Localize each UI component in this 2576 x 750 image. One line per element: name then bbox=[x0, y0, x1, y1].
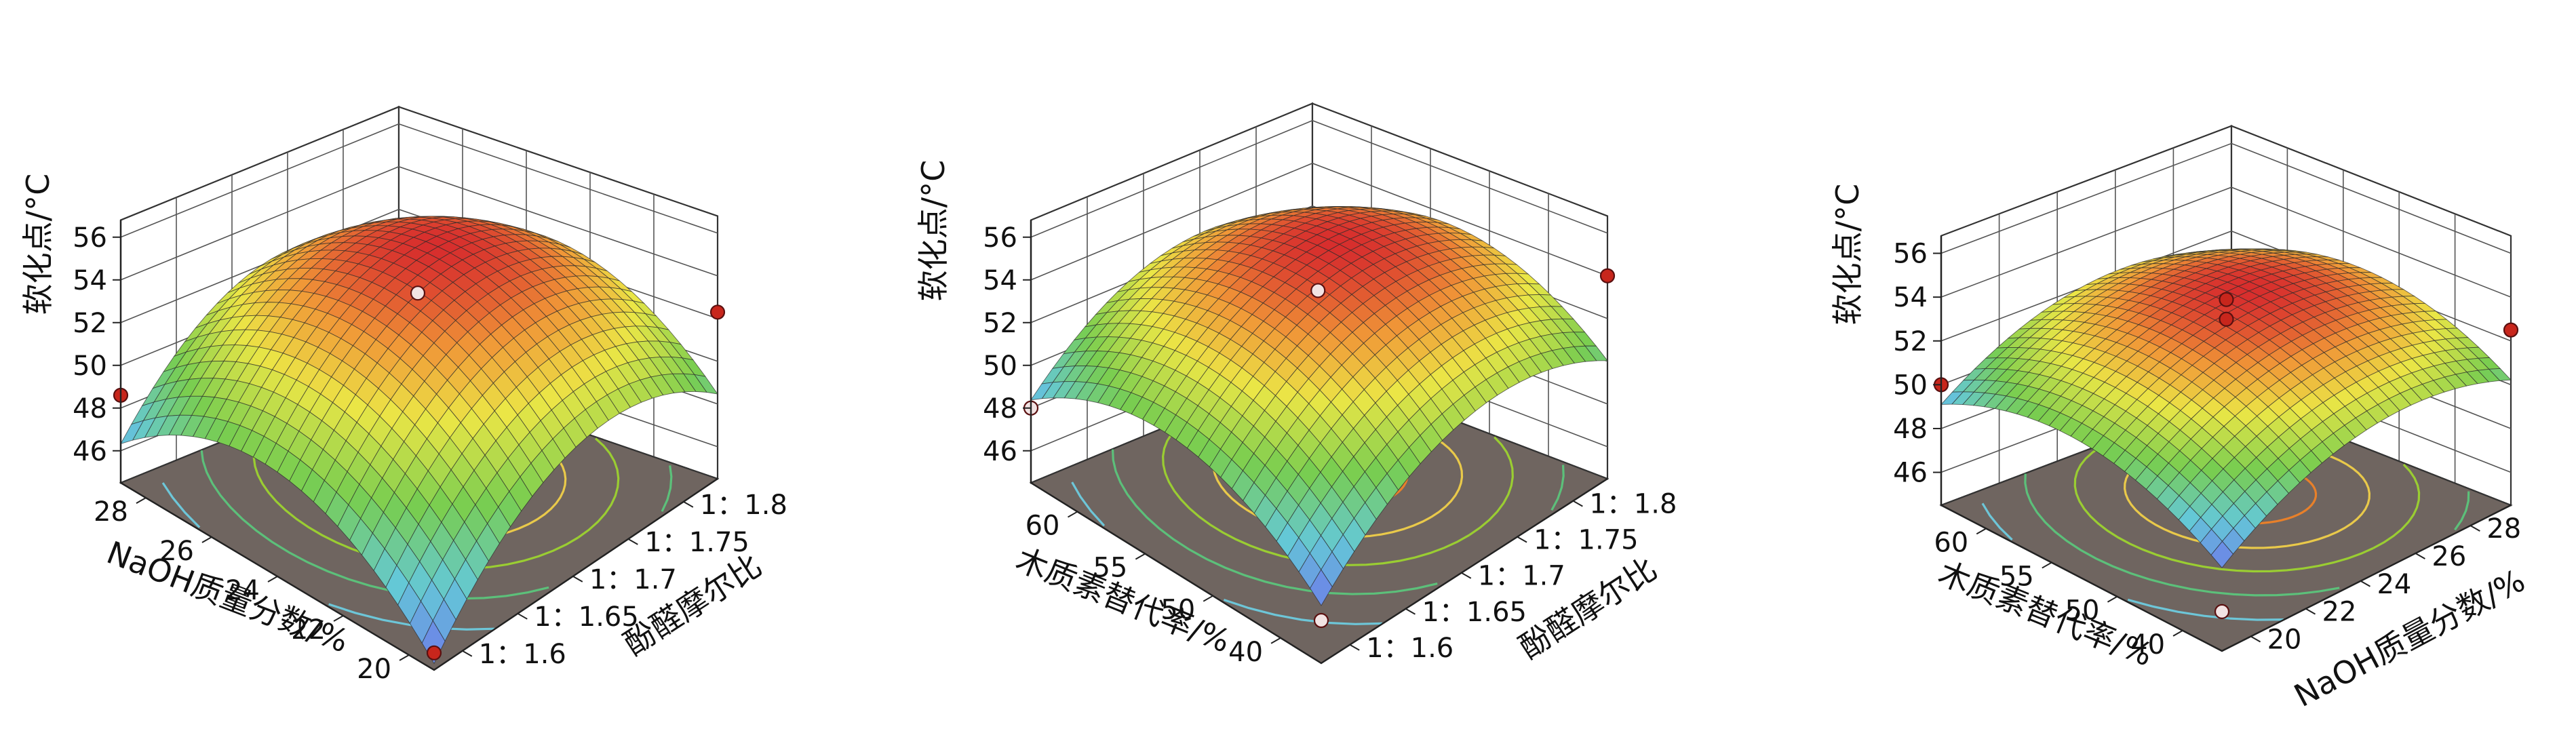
z-tick-label: 56 bbox=[1893, 239, 1928, 270]
x-tick-mark bbox=[136, 498, 146, 503]
z-tick-label: 50 bbox=[73, 351, 107, 382]
z-tick-label: 56 bbox=[983, 222, 1017, 254]
y-tick-mark bbox=[573, 576, 583, 582]
z-tick-label: 54 bbox=[1893, 282, 1928, 313]
y-tick-mark bbox=[684, 502, 693, 507]
z-tick-label: 48 bbox=[983, 393, 1017, 425]
x-tick-mark bbox=[268, 576, 277, 582]
x-tick-label: 20 bbox=[357, 654, 391, 685]
design-point bbox=[711, 305, 724, 319]
y-tick-mark bbox=[2470, 526, 2480, 531]
y-tick-label: 22 bbox=[2322, 597, 2357, 628]
y-tick-label: 28 bbox=[2486, 513, 2521, 545]
panel-1: 28262422201：1.81：1.751：1.71：1.651：1.6565… bbox=[20, 107, 787, 685]
z-axis-label: 软化点/°C bbox=[915, 160, 952, 302]
x-tick-mark bbox=[1203, 596, 1213, 601]
design-point bbox=[2220, 313, 2233, 326]
y-tick-label: 20 bbox=[2267, 625, 2302, 656]
z-tick-label: 46 bbox=[73, 436, 107, 467]
z-tick-label: 56 bbox=[73, 222, 107, 254]
y-tick-mark bbox=[1350, 645, 1359, 650]
x-tick-mark bbox=[202, 537, 212, 542]
y-tick-label: 1：1.75 bbox=[644, 527, 749, 558]
z-tick-label: 54 bbox=[983, 265, 1017, 296]
z-tick-label: 50 bbox=[983, 351, 1017, 382]
z-tick-label: 52 bbox=[73, 308, 107, 339]
design-point bbox=[1311, 283, 1325, 297]
y-tick-mark bbox=[2306, 609, 2316, 614]
x-tick-mark bbox=[1976, 528, 1986, 534]
y-tick-mark bbox=[1405, 609, 1415, 614]
design-point bbox=[427, 646, 441, 660]
design-point bbox=[2504, 323, 2518, 337]
x-tick-mark bbox=[2173, 631, 2183, 636]
design-point bbox=[1601, 269, 1614, 283]
y-tick-mark bbox=[1462, 573, 1471, 578]
x-tick-mark bbox=[1271, 638, 1281, 644]
x-tick-label: 60 bbox=[1934, 527, 1968, 558]
x-tick-mark bbox=[1135, 554, 1145, 559]
design-point bbox=[2215, 605, 2229, 618]
x-tick-label: 28 bbox=[94, 496, 128, 528]
z-tick-label: 46 bbox=[1893, 458, 1928, 489]
x-tick-label: 60 bbox=[1026, 511, 1060, 542]
z-tick-label: 48 bbox=[73, 393, 107, 425]
z-axis-label: 软化点/°C bbox=[1829, 184, 1866, 325]
design-point bbox=[411, 286, 425, 300]
y-tick-mark bbox=[628, 539, 638, 545]
x-tick-label: 40 bbox=[1228, 637, 1263, 668]
y-tick-mark bbox=[2251, 637, 2261, 642]
x-tick-mark bbox=[399, 655, 409, 660]
z-tick-label: 52 bbox=[983, 308, 1017, 339]
y-tick-mark bbox=[518, 614, 527, 619]
y-tick-label: 26 bbox=[2432, 541, 2466, 572]
z-axis-label: 软化点/°C bbox=[20, 174, 56, 315]
y-tick-label: 1：1.6 bbox=[479, 639, 566, 670]
x-tick-mark bbox=[1068, 512, 1077, 517]
y-tick-mark bbox=[1573, 501, 1582, 507]
y-tick-label: 1：1.8 bbox=[700, 490, 787, 521]
y-tick-mark bbox=[2360, 581, 2370, 587]
y-tick-mark bbox=[463, 651, 472, 656]
z-tick-label: 54 bbox=[73, 265, 107, 296]
y-tick-mark bbox=[2415, 553, 2425, 559]
y-tick-label: 1：1.65 bbox=[1422, 597, 1527, 628]
z-tick-label: 46 bbox=[983, 436, 1017, 467]
y-tick-label: 1：1.75 bbox=[1534, 525, 1639, 556]
x-tick-mark bbox=[2107, 597, 2117, 602]
z-tick-label: 52 bbox=[1893, 326, 1928, 357]
y-tick-label: 24 bbox=[2377, 569, 2411, 600]
y-tick-label: 1：1.6 bbox=[1366, 633, 1453, 664]
panel-3: 605550402826242220565452504846软化点/°C木质素替… bbox=[1829, 126, 2531, 714]
y-tick-label: 1：1.7 bbox=[589, 564, 677, 595]
design-point bbox=[1314, 614, 1328, 627]
z-tick-label: 50 bbox=[1893, 370, 1928, 401]
design-point bbox=[2220, 293, 2233, 307]
x-tick-mark bbox=[2042, 563, 2052, 568]
z-tick-label: 48 bbox=[1893, 414, 1928, 445]
y-tick-mark bbox=[1517, 537, 1527, 542]
panel-2: 605550401：1.81：1.751：1.71：1.651：1.656545… bbox=[915, 104, 1677, 668]
y-tick-label: 1：1.7 bbox=[1478, 561, 1565, 592]
y-tick-label: 1：1.8 bbox=[1589, 489, 1677, 520]
